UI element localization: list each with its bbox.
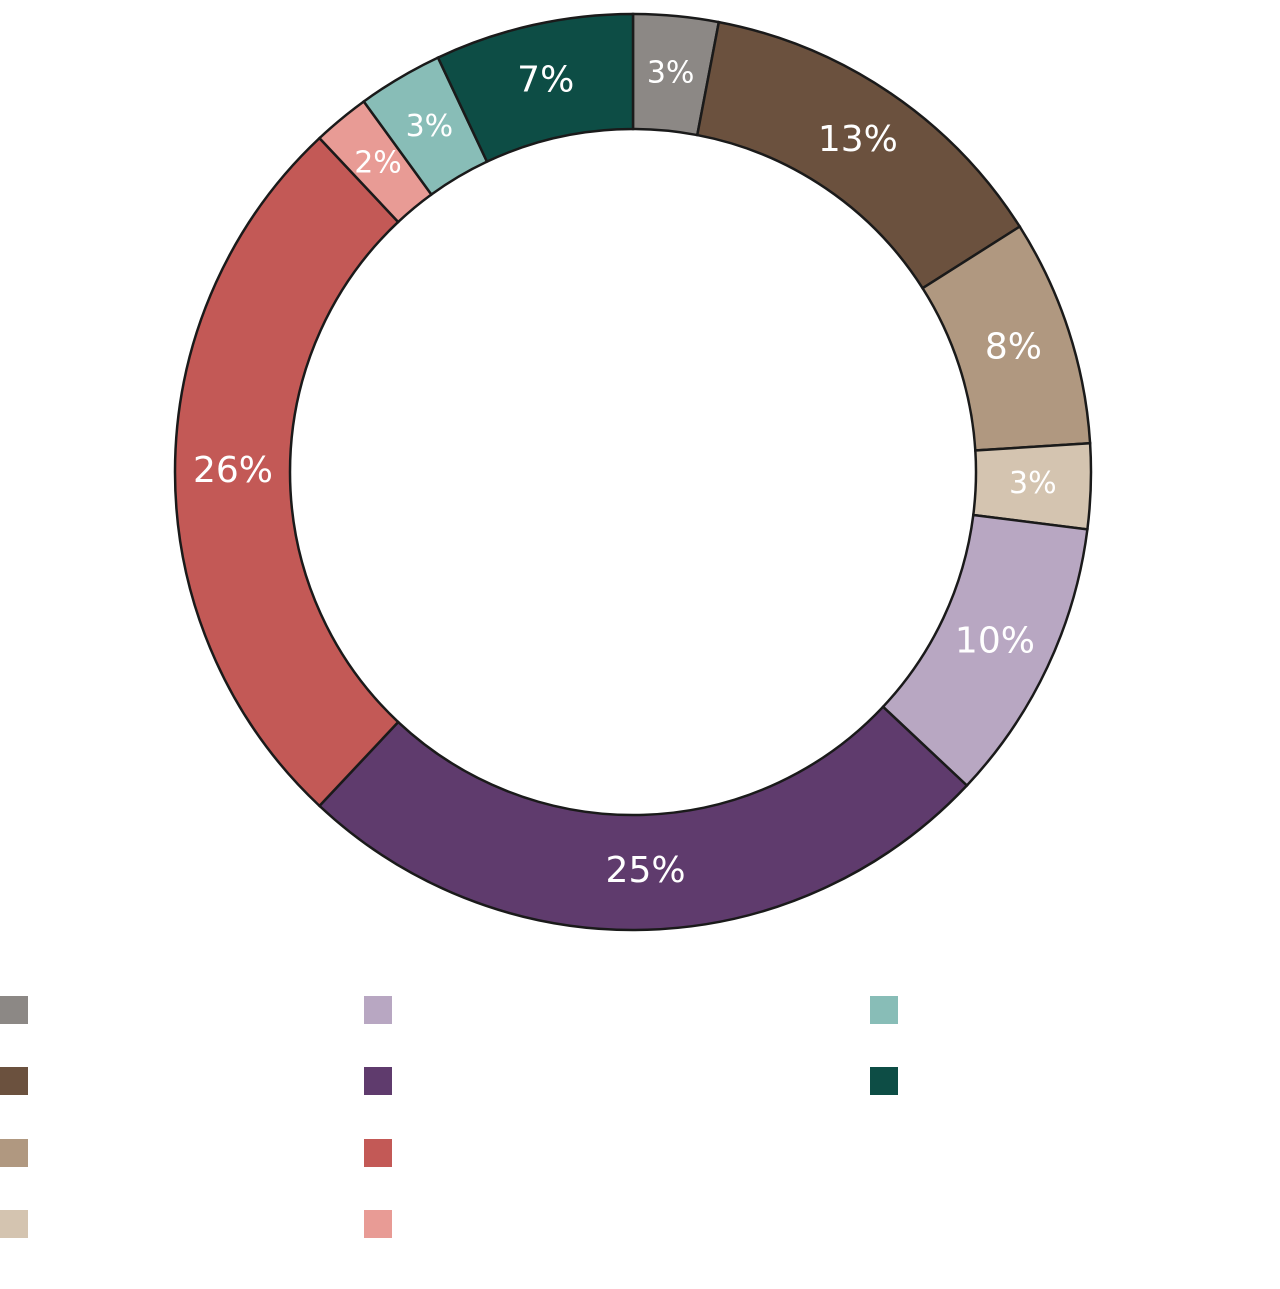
data-label: 10% xyxy=(955,620,1035,661)
donut-segment xyxy=(436,12,635,164)
legend-swatch xyxy=(0,1210,28,1238)
legend-swatch xyxy=(0,1139,28,1167)
legend-swatch xyxy=(364,996,392,1024)
data-label: 2% xyxy=(354,145,402,180)
data-label: 7% xyxy=(517,60,574,101)
legend-swatch xyxy=(870,996,898,1024)
data-label: 13% xyxy=(818,119,898,160)
donut-segment xyxy=(173,136,400,808)
data-label: 3% xyxy=(406,109,454,144)
data-label: 8% xyxy=(985,326,1042,367)
data-label: 26% xyxy=(193,450,273,491)
legend-swatch xyxy=(364,1210,392,1238)
legend-swatch xyxy=(364,1067,392,1095)
donut-segment xyxy=(317,705,969,932)
legend-swatch xyxy=(0,996,28,1024)
data-label: 3% xyxy=(647,55,695,90)
legend-swatch xyxy=(364,1139,392,1167)
data-label: 3% xyxy=(1009,466,1057,501)
legend-swatch xyxy=(870,1067,898,1095)
data-label: 25% xyxy=(606,850,686,891)
legend-swatch xyxy=(0,1067,28,1095)
